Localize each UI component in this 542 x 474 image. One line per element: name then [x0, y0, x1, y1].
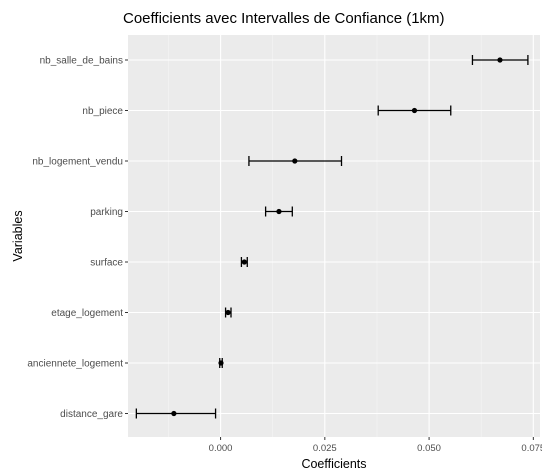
x-tick-label: 0.075	[521, 443, 542, 454]
point-anciennete_logement	[218, 360, 223, 365]
chart-title: Coefficients avec Intervalles de Confian…	[123, 10, 445, 27]
x-tick-label: 0.000	[209, 443, 233, 454]
point-nb_logement_vendu	[292, 158, 297, 163]
x-tick-label: 0.050	[417, 443, 441, 454]
point-nb_salle_de_bains	[497, 57, 502, 62]
point-nb_piece	[412, 108, 417, 113]
point-surface	[242, 259, 247, 264]
y-tick-label: anciennete_logement	[27, 359, 123, 370]
y-tick-label: distance_gare	[60, 409, 123, 420]
y-tick-label: nb_salle_de_bains	[40, 56, 123, 67]
y-tick-label: surface	[90, 258, 123, 269]
point-etage_logement	[225, 310, 230, 315]
y-axis: nb_salle_de_bains nb_piece nb_logement_ven…	[27, 56, 128, 421]
y-axis-title: Variables	[11, 210, 25, 261]
y-tick-label: nb_piece	[82, 106, 123, 117]
plot-panel	[128, 35, 540, 437]
x-axis-title: Coefficients	[301, 457, 366, 471]
x-tick-label: 0.025	[313, 443, 337, 454]
y-tick-label: parking	[90, 207, 123, 218]
point-parking	[276, 209, 281, 214]
x-axis: 0.000 0.025 0.050 0.075	[209, 437, 542, 454]
point-distance_gare	[171, 411, 176, 416]
y-tick-label: nb_logement_vendu	[32, 157, 123, 168]
y-tick-label: etage_logement	[51, 308, 123, 319]
